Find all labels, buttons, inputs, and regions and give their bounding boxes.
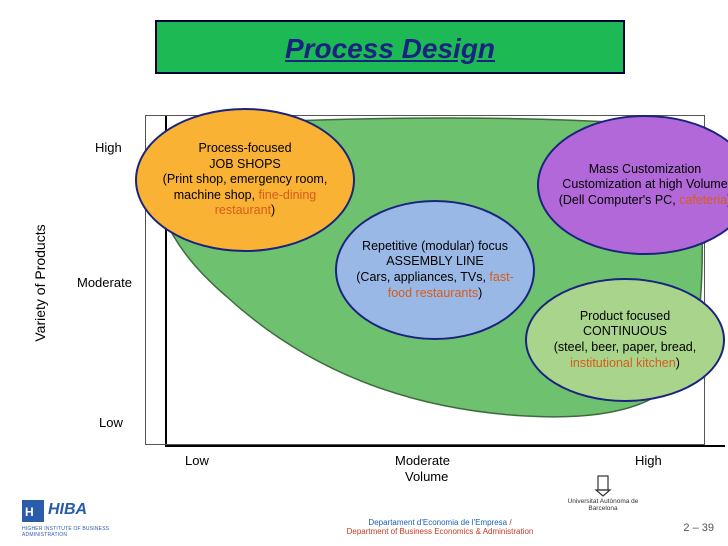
ellipse-content-assembly-line: Repetitive (modular) focusASSEMBLY LINE(… xyxy=(345,239,525,302)
ellipse-content-continuous: Product focusedCONTINUOUS(steel, beer, p… xyxy=(535,309,715,372)
y-axis-label: Variety of Products xyxy=(32,218,48,348)
dept-line1: Departament d'Economia de l'Empresa xyxy=(368,518,507,527)
y-tick-moderate: Moderate xyxy=(77,275,132,290)
title-bar: Process Design xyxy=(155,20,625,74)
x-tick-moderate: Moderate xyxy=(395,453,450,468)
y-tick-low: Low xyxy=(99,415,123,430)
ellipse-content-job-shops: Process-focusedJOB SHOPS(Print shop, eme… xyxy=(145,141,345,219)
ellipse-job-shops: Process-focusedJOB SHOPS(Print shop, eme… xyxy=(135,108,355,252)
logo-right: Universitat Autònoma de Barcelona xyxy=(558,474,648,512)
logo-right-text: Universitat Autònoma de Barcelona xyxy=(558,498,648,512)
x-axis-label: Volume xyxy=(405,469,448,484)
uab-logo-icon xyxy=(588,474,618,498)
x-tick-low: Low xyxy=(185,453,209,468)
slide-num-val: 39 xyxy=(702,522,714,534)
title-text: Process Design xyxy=(285,33,495,64)
x-tick-high: High xyxy=(635,453,662,468)
ellipse-continuous: Product focusedCONTINUOUS(steel, beer, p… xyxy=(525,278,725,402)
hiba-logo-icon: H HIBA xyxy=(22,496,142,526)
dept-text: Departament d'Economia de l'Empresa / De… xyxy=(300,518,580,536)
slide-num-prefix: 2 – xyxy=(683,522,701,534)
logo-left-text: HIBA xyxy=(48,501,87,518)
logo-left: H HIBA HIGHER INSTITUTE OF BUSINESS ADMI… xyxy=(22,496,152,538)
x-axis xyxy=(165,445,725,447)
ellipse-mass-custom: Mass CustomizationCustomization at high … xyxy=(537,115,728,255)
dept-line2: Department of Business Economics & Admin… xyxy=(347,527,534,536)
ellipse-content-mass-custom: Mass CustomizationCustomization at high … xyxy=(559,162,728,209)
y-tick-high: High xyxy=(95,140,122,155)
chart-area: Variety of Products High Moderate Low Lo… xyxy=(45,115,703,475)
ellipses-layer: Process-focusedJOB SHOPS(Print shop, eme… xyxy=(145,115,705,445)
dept-sep: / xyxy=(507,518,511,527)
svg-text:H: H xyxy=(25,505,34,519)
slide-number: 2 – 39 xyxy=(683,522,714,534)
ellipse-assembly-line: Repetitive (modular) focusASSEMBLY LINE(… xyxy=(335,200,535,340)
logo-left-sub: HIGHER INSTITUTE OF BUSINESS ADMINISTRAT… xyxy=(22,526,152,538)
